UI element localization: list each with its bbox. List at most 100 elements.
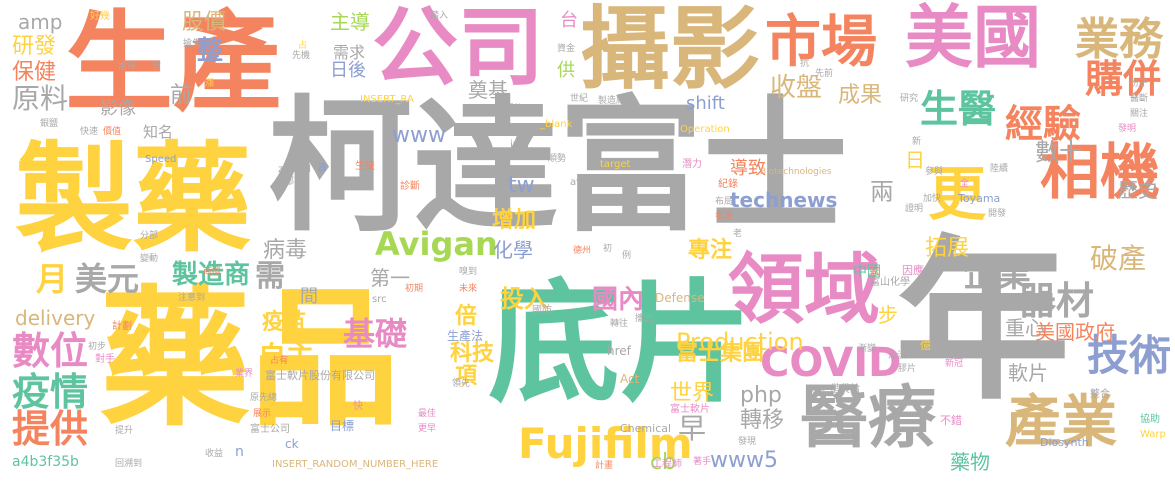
cloud-word-qicai: 器材	[1018, 279, 1095, 323]
cloud-word-zhongguo: 中國	[853, 264, 881, 280]
cloud-word-php: php	[740, 383, 782, 408]
cloud-word-nian: 年	[895, 221, 1070, 424]
cloud-word-zhenghe: 整合	[1090, 389, 1110, 400]
cloud-word-canyu: 參與	[925, 167, 944, 177]
cloud-word-href: href	[607, 344, 631, 358]
cloud-word-xu: 需	[255, 259, 285, 294]
cloud-word-tai: 台	[560, 10, 578, 31]
cloud-word-yuan: 原料	[12, 82, 69, 115]
cloud-word-xiang: 項	[455, 364, 478, 389]
cloud-word-shoupan: 收盤	[770, 73, 823, 103]
cloud-word-xiandao: 嗅到	[459, 267, 478, 277]
cloud-word-zhenduan: 診斷	[400, 181, 420, 192]
cloud-word-zhengming: 證明	[905, 204, 924, 214]
cloud-word-dianji: 奠基	[468, 78, 508, 102]
cloud-word-guofang: 國防	[532, 305, 552, 316]
cloud-word-fushiruanpian2: 富士軟片	[670, 404, 710, 415]
cloud-word-jichu: 基礎	[343, 315, 408, 353]
cloud-word-shichang: 市場	[765, 10, 877, 75]
cloud-word-yimiao: 疫苗	[262, 310, 307, 335]
cloud-word-zhuanwang: 轉往	[610, 319, 629, 329]
cloud-word-avigan: Avigan	[375, 225, 498, 263]
cloud-word-cb: cb	[650, 450, 677, 475]
cloud-word-zhiyao: 製藥	[15, 130, 252, 268]
cloud-word-zhang: 漲	[205, 79, 215, 89]
cloud-word-luoye: 膠片	[898, 364, 917, 374]
cloud-word-fuhuo: 富山化學	[870, 277, 910, 288]
cloud-word-yiqing: 疫情	[12, 370, 89, 414]
cloud-word-haojing: 好幾	[90, 11, 110, 22]
cloud-word-gengzao: 更早	[418, 424, 437, 434]
cloud-word-src: src	[372, 294, 387, 305]
cloud-word-shengchan: 生產	[65, 1, 282, 126]
cloud-word-bingdu: 病毒	[263, 238, 308, 263]
cloud-word-jian: 間	[300, 286, 318, 307]
cloud-word-bucuo: 不錯	[940, 414, 962, 427]
cloud-word-gong: 供	[557, 60, 575, 81]
cloud-word-meiyuan: 美元	[75, 260, 140, 298]
cloud-word-daozhi: 導致	[730, 158, 766, 179]
cloud-word-covid: COVID	[760, 340, 902, 386]
cloud-word-shuwei: 數位	[12, 329, 89, 373]
cloud-word-zhuanzhu: 專注	[688, 238, 733, 263]
cloud-word-jia: 家	[870, 267, 880, 278]
cloud-word-li: 例	[622, 251, 632, 261]
cloud-word-jingyan: 經驗	[1005, 102, 1082, 146]
cloud-word-xinguan: 新冠	[945, 359, 964, 369]
cloud-word-buju: 布局	[715, 197, 734, 207]
cloud-word-operation: Operation	[680, 124, 730, 135]
cloud-word-jilu: 紀錄	[718, 179, 738, 190]
cloud-word-tw: tw	[508, 173, 535, 198]
cloud-word-faming: 發明	[1118, 124, 1137, 134]
cloud-word-zhishi: 知名	[143, 123, 174, 141]
cloud-word-jianbian: 漸變	[858, 344, 877, 354]
cloud-word-s: s	[495, 153, 506, 177]
cloud-word-tuozhan: 拓展	[925, 236, 970, 261]
cloud-word-shangji: 商機	[203, 267, 222, 277]
cloud-word-keji: 科技	[450, 341, 495, 366]
cloud-word-jiedai: 借貸給	[830, 384, 860, 395]
cloud-word-yi: 億	[920, 339, 931, 352]
cloud-word-biandong: 變動	[140, 254, 159, 264]
cloud-word-yinying: 因應	[902, 264, 924, 277]
cloud-word-zhuanyi: 轉移	[740, 408, 785, 433]
cloud-word-ri: 日	[905, 148, 925, 172]
cloud-word-yuanxian: 原先	[250, 393, 269, 403]
cloud-word-shengchanfa: 生產法	[447, 329, 484, 343]
cloud-word-yue: 月	[36, 260, 69, 298]
cloud-word-insertra: INSERT_RA	[360, 94, 414, 105]
cloud-word-keda-fushi: 柯達富士	[268, 83, 848, 252]
cloud-word-shuShi: 數十	[1035, 138, 1083, 166]
cloud-word-qianli: 潛力	[682, 159, 702, 170]
cloud-word-kuaide: 快速	[80, 127, 99, 137]
cloud-word-yaowu: 藥物	[950, 450, 990, 474]
cloud-word-target: target	[600, 159, 631, 170]
cloud-word-meiguozhengfu: 美國政府	[1035, 320, 1115, 344]
cloud-word-technews: technews	[730, 188, 838, 212]
cloud-word-bei: 倍	[455, 304, 478, 329]
cloud-word-img: img	[510, 139, 529, 150]
cloud-word-zhuyidao: 注意到	[178, 293, 206, 303]
cloud-word-diosynth: Diosynth	[1040, 436, 1089, 449]
cloud-word-bu: 步	[878, 303, 898, 327]
cloud-word-a: a	[318, 159, 327, 175]
cloud-word-ruanpian: 軟片	[1008, 361, 1048, 385]
cloud-word-avw: avw	[570, 177, 591, 188]
cloud-word-geng: 更	[928, 160, 987, 228]
cloud-word-pochan: 破產	[1090, 242, 1147, 275]
cloud-word-defense: Defense	[655, 291, 705, 305]
cloud-word-huisu: 回溯到	[115, 459, 143, 469]
cloud-word-jihua: 計劃	[112, 321, 132, 332]
cloud-word-chemical: Chemical	[620, 422, 672, 435]
cloud-word-zizhu: 自主	[258, 340, 315, 373]
cloud-word-biotech: Biotechnologies	[760, 167, 832, 177]
cloud-word-yaopin: 藥品	[100, 273, 401, 447]
cloud-word-dezhou: 德州	[573, 246, 592, 256]
cloud-word-yewu: 業務	[1075, 14, 1163, 65]
cloud-word-qiye: 企業	[963, 255, 1031, 295]
cloud-word-kang: 抗	[800, 59, 810, 69]
cloud-word-lusu: 陸續	[990, 164, 1009, 174]
cloud-word-duishou: 對手	[95, 354, 115, 365]
cloud-word-fushijituan: 富士集團	[676, 341, 765, 366]
cloud-word-zao: 早	[678, 412, 707, 445]
